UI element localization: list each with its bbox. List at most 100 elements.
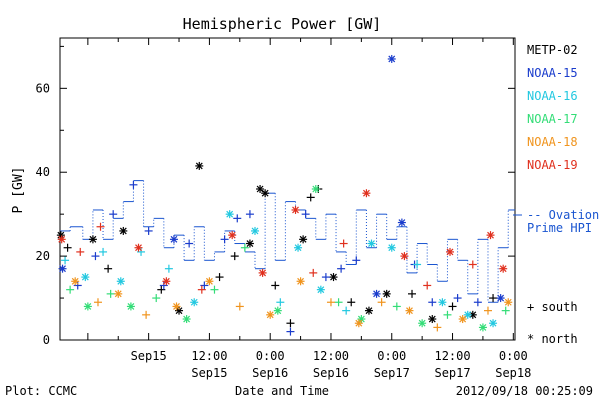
data-point-north	[400, 252, 409, 261]
data-point-south	[276, 298, 285, 307]
data-point-north	[116, 277, 125, 286]
data-point-south	[301, 210, 310, 219]
data-point-south	[337, 264, 346, 273]
x-tick-label: 12:00	[313, 349, 349, 363]
data-point-north	[205, 277, 214, 286]
data-point-north	[182, 315, 191, 324]
data-point-north	[88, 235, 97, 244]
data-point-south	[392, 302, 401, 311]
ovation-legend-label-1: -- Ovation	[527, 208, 599, 222]
data-point-south	[321, 273, 330, 282]
north-symbol-legend: * north	[527, 332, 578, 346]
data-point-north	[316, 285, 325, 294]
data-point-north	[382, 289, 391, 298]
data-point-north	[245, 239, 254, 248]
data-point-south	[164, 264, 173, 273]
y-tick-label: 40	[36, 165, 50, 179]
x-axis: Sep15 12:00 0:00 12:00 0:00 12:00 0:00 Sep15 Sep…	[87, 38, 531, 380]
data-point-north	[172, 302, 181, 311]
data-point-north	[291, 205, 300, 214]
plot-timestamp: 2012/09/18 00:25:09	[456, 384, 593, 398]
data-point-south	[109, 210, 118, 219]
data-point-north	[296, 277, 305, 286]
data-point-north	[195, 161, 204, 170]
data-point-north	[162, 277, 171, 286]
data-point-south	[91, 252, 100, 261]
satellite-points	[56, 54, 513, 336]
data-point-south	[342, 306, 351, 315]
data-point-south	[326, 298, 335, 307]
legend-entry: NOAA-18	[527, 135, 578, 149]
x-tick-label: 12:00	[191, 349, 227, 363]
data-point-south	[99, 247, 108, 256]
x-date-label: Sep16	[252, 366, 288, 380]
data-point-south	[235, 302, 244, 311]
data-point-south	[200, 281, 209, 290]
data-point-south	[93, 298, 102, 307]
data-point-south	[473, 298, 482, 307]
y-axis-label: P [GW]	[11, 167, 26, 214]
data-point-south	[433, 323, 442, 332]
data-point-north	[486, 231, 495, 240]
data-point-south	[104, 264, 113, 273]
data-point-north	[428, 315, 437, 324]
data-point-north	[504, 298, 513, 307]
y-axis: 0 20 40 60	[36, 45, 515, 347]
x-date-label: Sep18	[495, 366, 531, 380]
legend-entry: NOAA-15	[527, 66, 578, 80]
legend-entry: METP-02	[527, 43, 578, 57]
data-point-north	[119, 226, 128, 235]
data-point-south	[96, 222, 105, 231]
data-point-north	[438, 298, 447, 307]
data-point-north	[446, 247, 454, 256]
data-point-north	[299, 235, 308, 244]
x-date-label: Sep16	[313, 366, 349, 380]
data-point-north	[251, 226, 259, 235]
data-point-north	[458, 315, 467, 324]
data-point-north	[71, 277, 80, 286]
data-point-north	[387, 243, 396, 252]
legend-entry: NOAA-19	[527, 158, 578, 172]
data-point-north	[478, 323, 487, 332]
data-point-north	[114, 289, 123, 298]
chart-title: Hemispheric Power [GW]	[183, 15, 382, 33]
data-point-north	[57, 235, 66, 244]
data-point-south	[271, 281, 280, 290]
data-point-south	[61, 256, 70, 265]
data-point-south	[152, 294, 161, 303]
data-point-north	[362, 189, 371, 198]
data-point-south	[352, 256, 361, 265]
data-point-south	[144, 226, 153, 235]
data-point-north	[58, 264, 67, 273]
ovation-prime-hpi-series	[60, 180, 515, 303]
y-tick-label: 0	[43, 333, 50, 347]
data-point-north	[499, 264, 508, 273]
data-point-north	[405, 306, 414, 315]
data-point-north	[134, 243, 143, 252]
data-point-north	[364, 306, 373, 315]
data-point-north	[190, 298, 199, 307]
data-point-north	[387, 54, 396, 63]
data-point-south	[286, 327, 295, 336]
x-tick-label: 0:00	[377, 349, 406, 363]
data-point-north	[418, 319, 427, 328]
data-point-south	[240, 243, 249, 252]
data-point-north	[354, 319, 363, 328]
data-point-south	[306, 193, 315, 202]
data-point-south	[137, 247, 146, 256]
data-point-south	[453, 294, 462, 303]
data-point-north	[489, 319, 498, 328]
data-point-south	[413, 260, 422, 269]
data-point-south	[334, 298, 343, 307]
x-tick-label: Sep15	[131, 349, 167, 363]
x-axis-label: Date and Time	[235, 384, 329, 398]
x-tick-label: 0:00	[256, 349, 285, 363]
data-point-north	[81, 273, 90, 282]
data-point-south	[468, 260, 477, 269]
x-date-label: Sep17	[374, 366, 410, 380]
plot-credit: Plot: CCMC	[5, 384, 77, 398]
x-tick-label: 0:00	[499, 349, 528, 363]
data-point-north	[228, 231, 237, 240]
